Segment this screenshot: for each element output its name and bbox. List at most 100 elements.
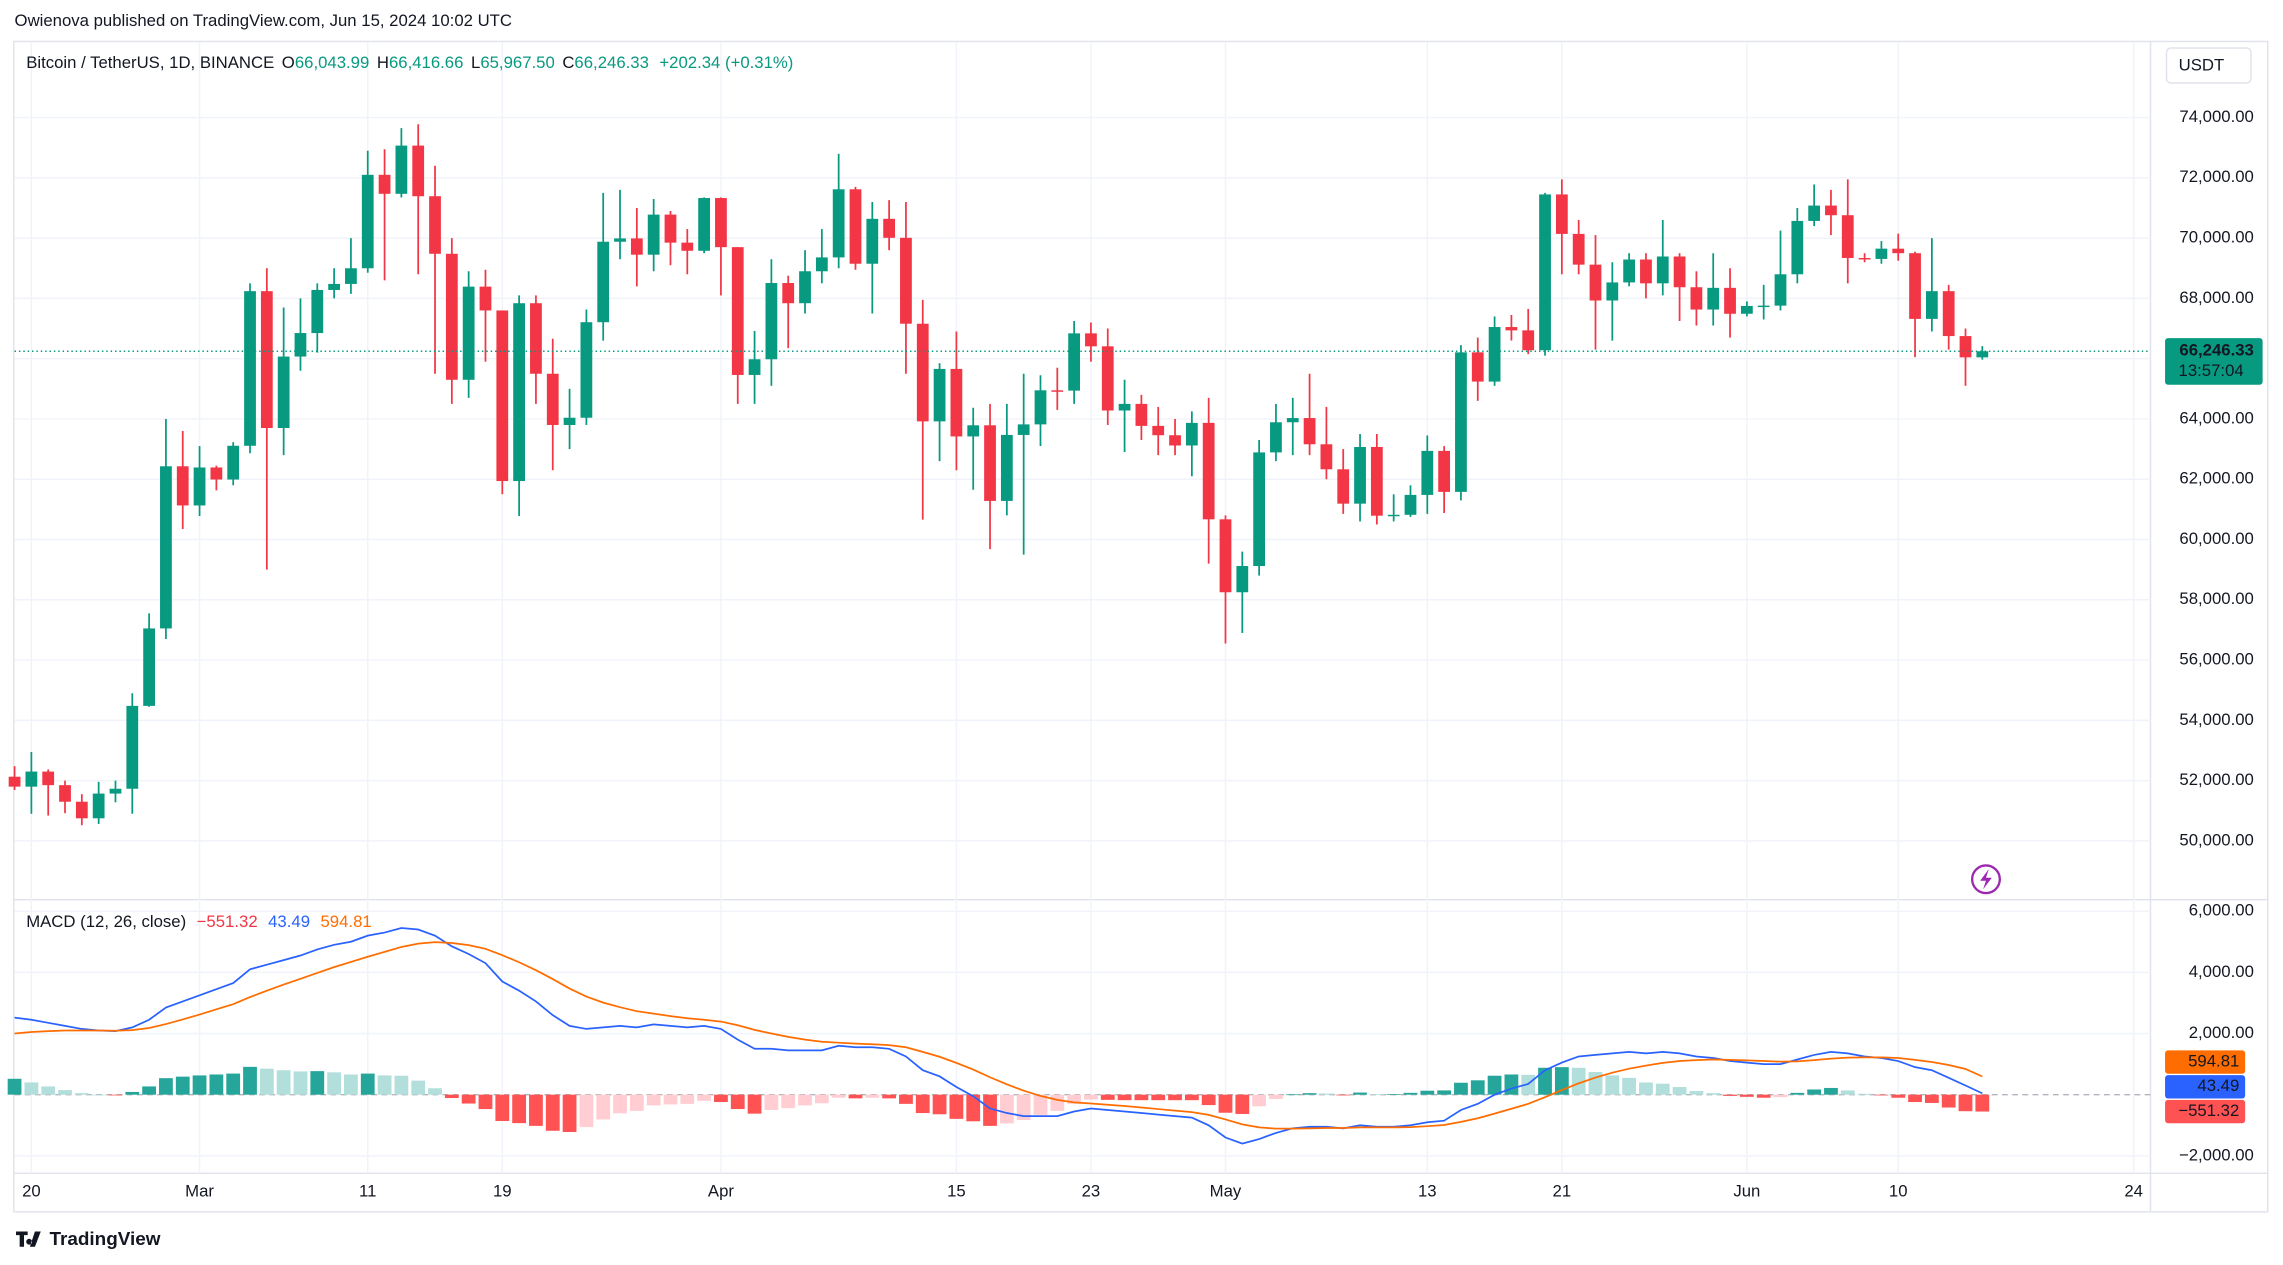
histogram-bar <box>142 1086 157 1095</box>
candle-body <box>109 788 122 794</box>
candle-body <box>1640 259 1652 284</box>
candle-body <box>1909 253 1921 319</box>
histogram-bar <box>74 1093 89 1095</box>
candle-body <box>1471 352 1484 382</box>
histogram-bar <box>1975 1094 1990 1112</box>
candle-body <box>1841 215 1854 259</box>
candle-body <box>1085 333 1097 347</box>
candle-body <box>1034 390 1047 425</box>
histogram-bar <box>1369 1094 1384 1095</box>
histogram-bar <box>360 1073 375 1095</box>
histogram-bar <box>310 1071 325 1095</box>
histogram-bar <box>1437 1090 1452 1095</box>
y-tick-label: 2,000.00 <box>2189 1023 2254 1042</box>
candle-body <box>1858 258 1871 260</box>
candle-body <box>8 776 21 787</box>
histogram-bar <box>781 1094 796 1109</box>
y-tick-label: 62,000.00 <box>2179 469 2253 488</box>
histogram-bar <box>1067 1094 1082 1104</box>
histogram-bar <box>1218 1094 1233 1113</box>
candle-body <box>1505 327 1518 331</box>
last-price-box <box>2165 338 2263 385</box>
candle-body <box>1017 424 1030 435</box>
icon-bolt[interactable] <box>1980 869 1992 890</box>
candle-body <box>126 705 139 789</box>
candle-body <box>412 145 425 197</box>
candle-body <box>378 174 391 194</box>
logo-mark[interactable] <box>16 1231 41 1247</box>
x-tick-label: 19 <box>493 1182 512 1201</box>
histogram-bar <box>1538 1067 1552 1095</box>
candle-body <box>563 417 576 425</box>
histogram-bar <box>714 1094 728 1103</box>
candle-body <box>1202 422 1215 520</box>
histogram-bar <box>1184 1094 1199 1101</box>
histogram-bar <box>629 1094 644 1111</box>
y-tick-label: 68,000.00 <box>2179 288 2253 307</box>
candle-body <box>614 238 626 242</box>
candle-body <box>664 214 677 243</box>
histogram-bar <box>1470 1080 1485 1095</box>
published-note: Owienova published on TradingView.com, J… <box>15 11 512 30</box>
histogram-bar <box>1168 1094 1182 1101</box>
candle-body <box>1404 494 1417 515</box>
candle-body <box>260 291 273 428</box>
histogram-bar <box>1084 1094 1098 1100</box>
candle-body <box>429 196 441 254</box>
macd-legend: MACD (12, 26, close) −551.32 43.49 594.8… <box>26 912 371 931</box>
candle-body <box>1791 220 1804 275</box>
candle-body <box>445 253 458 380</box>
histogram-bar <box>1252 1094 1267 1107</box>
close-value: 66,246.33 <box>574 53 648 72</box>
histogram-bar <box>1857 1093 1872 1095</box>
histogram-bar <box>1672 1087 1687 1095</box>
candle-body <box>1219 519 1232 593</box>
y-tick-label: 64,000.00 <box>2179 408 2253 427</box>
chart-frame <box>13 40 2269 1213</box>
high-value: 66,416.66 <box>389 53 463 72</box>
candle-body <box>1942 291 1955 337</box>
candle-body <box>244 291 256 446</box>
y-tick-label: 4,000.00 <box>2189 962 2254 981</box>
macd-title: MACD (12, 26, close) <box>26 912 186 931</box>
high-letter: H <box>377 53 389 72</box>
candle-body <box>530 303 542 374</box>
histogram-bar <box>411 1080 426 1095</box>
candle-body <box>1370 446 1383 516</box>
histogram-bar <box>966 1094 981 1122</box>
candle-body <box>1320 444 1333 470</box>
histogram-bar <box>1319 1093 1334 1095</box>
candle-body <box>1724 287 1736 314</box>
histogram-bar <box>1639 1082 1653 1095</box>
histogram-bar <box>798 1094 812 1106</box>
change-value: +202.34 (+0.31%) <box>659 53 793 72</box>
histogram-bar <box>428 1088 442 1095</box>
histogram-bar <box>999 1094 1014 1124</box>
histogram-bar <box>1790 1092 1805 1095</box>
histogram-bar <box>394 1075 409 1095</box>
candle-body <box>731 247 744 375</box>
candle-body <box>883 218 896 238</box>
currency[interactable]: USDT <box>2179 56 2225 75</box>
y-tick-label: 58,000.00 <box>2179 589 2253 608</box>
histogram-bar <box>243 1066 257 1095</box>
brand[interactable]: TradingView <box>50 1229 161 1250</box>
snapshot-icon[interactable] <box>1970 864 2001 895</box>
x-tick-label: 15 <box>947 1182 966 1201</box>
histogram-bar <box>1807 1089 1822 1095</box>
histogram-bar <box>1588 1072 1603 1095</box>
currency-button[interactable] <box>2165 47 2252 84</box>
histogram-axis-label: −551.32 <box>2178 1101 2239 1120</box>
y-tick-label: 72,000.00 <box>2179 167 2253 186</box>
candle-body <box>1673 256 1686 288</box>
candle-body <box>1000 434 1013 501</box>
signal-line <box>14 941 1983 1130</box>
brand-logo[interactable]: TradingView <box>16 1229 161 1250</box>
candle-body <box>1825 205 1837 216</box>
candle-body <box>160 466 172 629</box>
histogram-bar <box>125 1091 140 1095</box>
symbol: Bitcoin / TetherUS, 1D, BINANCE <box>26 53 274 72</box>
candle-body <box>277 356 290 428</box>
macd-axis-label: 43.49 <box>2197 1076 2239 1095</box>
macd-value-box <box>2165 1075 2246 1099</box>
